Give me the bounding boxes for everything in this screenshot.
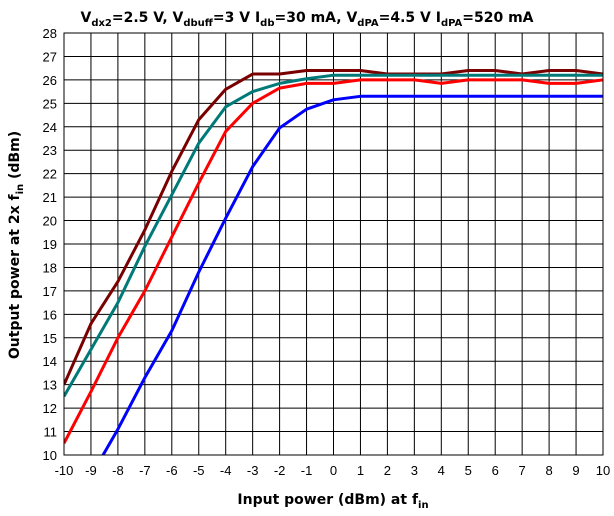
x-tick-label: 4: [438, 463, 445, 478]
x-tick-label: -5: [193, 463, 205, 478]
x-tick-label: 8: [545, 463, 552, 478]
text-part-4: =3 V I: [213, 10, 260, 26]
text-part-9: dPA: [441, 18, 463, 29]
y-tick-label: 14: [43, 354, 57, 369]
text-part-7: dPA: [357, 18, 379, 29]
y-tick-label: 13: [43, 378, 57, 393]
y-tick-label: 26: [43, 73, 57, 88]
y-tick-label: 27: [43, 49, 57, 64]
y-tick-labels: 10 11 12 13 14 15 16 17 18 19 20 21 22 23 24 25 26 27 28: [43, 26, 57, 463]
x-tick-label: 5: [465, 463, 472, 478]
text-part-5: db: [260, 18, 274, 29]
x-tick-label: 7: [519, 463, 526, 478]
series-line-4: [101, 94, 603, 455]
x-axis-title: Input power (dBm) at fin: [237, 492, 428, 511]
y-tick-label: 22: [43, 167, 57, 182]
x-tick-labels: -10 -9 -8 -7 -6 -5 -4 -3 -2 -1 0 1 2 3 4 5 6 7 8 9 10: [55, 463, 611, 478]
x-tick-label: -9: [85, 463, 97, 478]
text-part-1: dx2: [91, 18, 112, 29]
text-part-2: =2.5 V, V: [112, 10, 184, 26]
x-tick-label: -8: [112, 463, 124, 478]
x-tick-label: -10: [55, 463, 74, 478]
text-part-1: in: [15, 184, 26, 195]
y-tick-label: 20: [43, 214, 57, 229]
y-axis-title: Output power at 2x fin (dBm): [7, 131, 26, 359]
x-tick-label: 3: [411, 463, 418, 478]
text-part-0: Output power at 2x f: [7, 193, 23, 359]
x-tick-label: -7: [139, 463, 151, 478]
text-part-1: in: [418, 500, 429, 511]
series-lines: [64, 69, 603, 455]
text-part-8: =4.5 V I: [379, 10, 441, 26]
plot-area-border: [63, 32, 604, 456]
y-tick-label: 19: [43, 237, 57, 252]
y-tick-label: 25: [43, 96, 57, 111]
text-part-0: V: [80, 10, 91, 26]
x-tick-label: 1: [357, 463, 364, 478]
x-tick-label: 2: [384, 463, 391, 478]
y-tick-label: 12: [43, 401, 57, 416]
x-tick-label: 10: [596, 463, 610, 478]
chart-title: Vdx2=2.5 V, Vdbuff=3 V Idb=30 mA, VdPA=4…: [80, 10, 533, 29]
text-part-2: (dBm): [7, 131, 23, 184]
x-tick-label: -1: [301, 463, 313, 478]
x-tick-label: -3: [247, 463, 259, 478]
x-tick-label: 6: [492, 463, 499, 478]
y-tick-label: 11: [44, 425, 58, 440]
series-line-1: [64, 69, 603, 386]
y-tick-label: 10: [43, 448, 57, 463]
series-line-3: [64, 78, 603, 444]
x-tick-label: -4: [220, 463, 232, 478]
series-line-2: [64, 73, 603, 398]
y-tick-label: 16: [43, 307, 57, 322]
y-tick-label: 18: [43, 260, 57, 275]
y-tick-label: 24: [43, 120, 57, 135]
x-tick-label: -2: [274, 463, 286, 478]
x-tick-label: 0: [330, 463, 337, 478]
text-part-6: =30 mA, V: [275, 10, 358, 26]
y-tick-label: 23: [43, 143, 57, 158]
y-tick-label: 21: [43, 190, 57, 205]
x-tick-label: -6: [166, 463, 178, 478]
text-part-0: Input power (dBm) at f: [237, 492, 419, 508]
y-tick-label: 15: [43, 331, 57, 346]
y-tick-label: 17: [43, 284, 57, 299]
y-tick-label: 28: [43, 26, 57, 41]
text-part-10: =520 mA: [462, 10, 533, 26]
text-part-3: dbuff: [183, 18, 213, 29]
x-tick-label: 9: [572, 463, 579, 478]
